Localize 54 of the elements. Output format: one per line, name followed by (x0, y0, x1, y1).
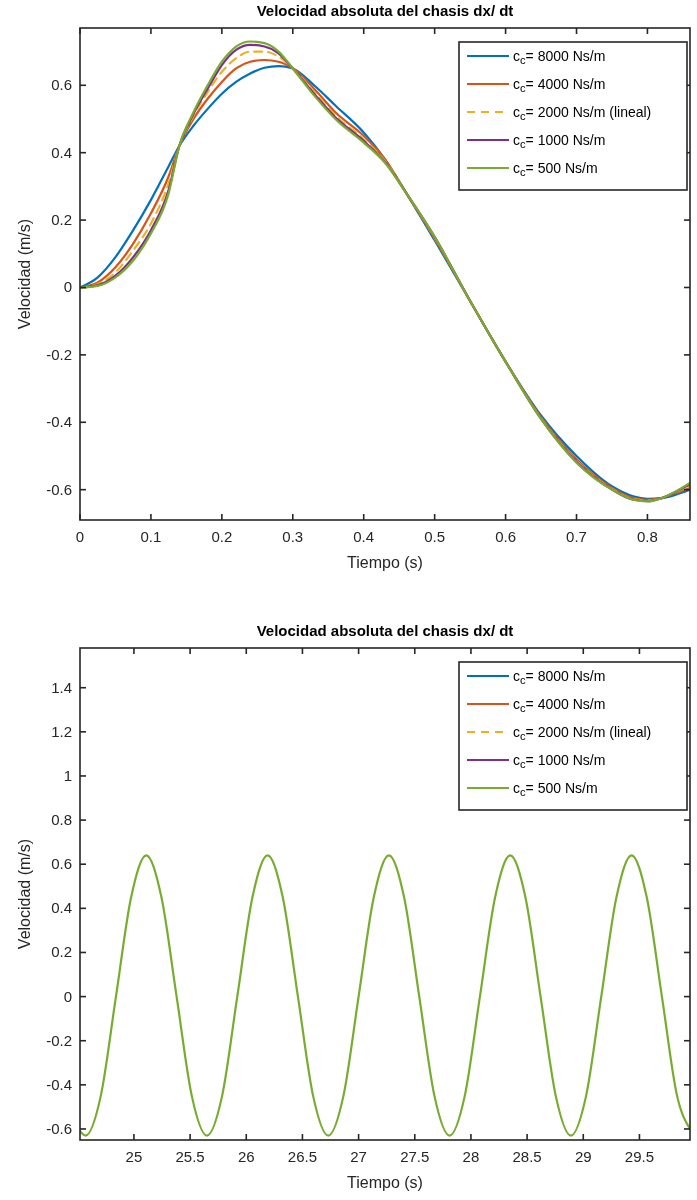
y-tick-label: 0.6 (51, 76, 72, 94)
x-tick-label: 25.5 (175, 1148, 205, 1165)
legend-label: c$_{c}$= 500 Ns/m (513, 780, 598, 799)
x-tick-label: 26 (237, 1148, 255, 1165)
y-tick-label: -0.6 (46, 1119, 72, 1137)
x-axis-title: Tiempo (s) (347, 1174, 423, 1191)
x-tick-label: 0.3 (282, 528, 304, 545)
legend-label: c$_{c}$= 1000 Ns/m (513, 752, 606, 771)
x-tick-label: 29.5 (624, 1148, 655, 1165)
x-tick-label: 0.5 (424, 528, 446, 545)
y-tick-label: -0.6 (46, 480, 72, 498)
chart-title: Velocidad absoluta del chasis dx/ dt (256, 622, 514, 639)
y-tick-label: 0 (63, 278, 72, 296)
y-tick-label: 0.2 (51, 211, 72, 229)
x-tick-label: 0 (75, 528, 85, 545)
x-tick-label: 0.4 (353, 528, 375, 545)
y-tick-label: 1 (63, 766, 72, 784)
x-tick-label: 27.5 (400, 1148, 430, 1165)
y-tick-label: 1.2 (51, 722, 72, 740)
y-axis-title: Velocidad (m/s) (16, 838, 33, 950)
legend-label: c$_{c}$= 4000 Ns/m (513, 76, 606, 95)
x-tick-label: 28 (462, 1148, 480, 1165)
line-series (80, 854, 690, 1137)
x-tick-label: 0.6 (495, 528, 517, 545)
y-tick-label: 0.2 (51, 943, 72, 961)
legend-label: c$_{c}$= 500 Ns/m (513, 160, 598, 179)
x-tick-label: 0.2 (211, 528, 233, 545)
x-tick-label: 25 (125, 1148, 143, 1165)
y-tick-label: 0.4 (51, 143, 72, 161)
x-tick-label: 0.1 (140, 528, 162, 545)
legend-label: c$_{c}$= 8000 Ns/m (513, 48, 606, 67)
y-tick-label: 0.6 (51, 855, 72, 873)
x-tick-label: 28.5 (512, 1148, 542, 1165)
y-tick-label: -0.4 (46, 1075, 72, 1093)
y-tick-label: 1.4 (51, 678, 72, 696)
legend-label: c$_{c}$= 4000 Ns/m (513, 696, 606, 715)
x-tick-label: 0.8 (637, 528, 658, 545)
x-tick-label: 26.5 (287, 1148, 318, 1165)
x-tick-label: 27 (350, 1148, 367, 1165)
x-tick-label: 0.7 (566, 528, 587, 545)
y-tick-label: -0.2 (46, 1031, 72, 1049)
y-axis-title: Velocidad (m/s) (16, 218, 33, 330)
y-tick-label: 0.4 (51, 899, 72, 917)
y-tick-label: -0.2 (46, 345, 72, 363)
y-tick-label: 0.8 (51, 811, 72, 829)
chart-title: Velocidad absoluta del chasis dx/ dt (256, 2, 514, 19)
y-tick-label: 0 (63, 987, 72, 1005)
legend-label: c$_{c}$= 2000 Ns/m (lineal) (513, 104, 652, 123)
legend-label: c$_{c}$= 2000 Ns/m (lineal) (513, 724, 652, 743)
x-tick-label: 29 (574, 1148, 592, 1165)
x-axis-title: Tiempo (s) (347, 554, 423, 571)
legend-label: c$_{c}$= 1000 Ns/m (513, 132, 606, 151)
y-tick-label: -0.4 (46, 413, 72, 431)
legend-label: c$_{c}$= 8000 Ns/m (513, 668, 606, 687)
